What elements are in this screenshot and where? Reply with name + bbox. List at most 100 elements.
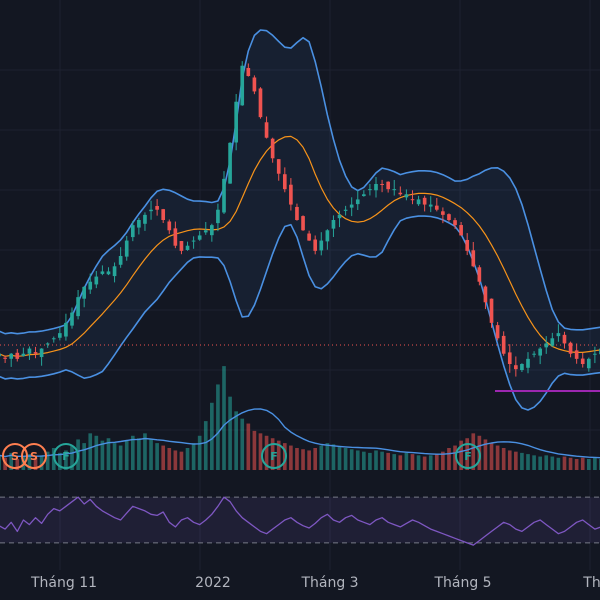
volume-bar[interactable]	[191, 443, 196, 470]
volume-bar[interactable]	[173, 450, 178, 470]
volume-bar[interactable]	[489, 443, 494, 470]
volume-bar[interactable]	[313, 448, 318, 470]
volume-bar[interactable]	[556, 457, 561, 470]
volume-bar[interactable]	[88, 433, 93, 470]
candlestick[interactable]	[465, 233, 470, 256]
volume-bar[interactable]	[149, 439, 153, 470]
volume-bar[interactable]	[501, 448, 506, 470]
candlestick[interactable]	[331, 215, 336, 238]
candlestick[interactable]	[574, 343, 579, 364]
candlestick[interactable]	[185, 241, 190, 251]
volume-bar[interactable]	[118, 445, 123, 470]
candlestick[interactable]	[514, 356, 518, 377]
candlestick[interactable]	[264, 116, 269, 139]
event-marker-s[interactable]: S	[21, 443, 47, 469]
volume-bar[interactable]	[349, 449, 354, 470]
volume-bar[interactable]	[270, 438, 275, 470]
candlestick[interactable]	[94, 270, 99, 289]
volume-bar[interactable]	[143, 433, 147, 470]
candlestick[interactable]	[234, 94, 238, 151]
candlestick[interactable]	[276, 159, 281, 181]
volume-bar[interactable]	[27, 454, 32, 470]
candlestick[interactable]	[441, 207, 445, 224]
candlestick[interactable]	[240, 61, 245, 106]
candlestick[interactable]	[21, 347, 26, 357]
candlestick[interactable]	[76, 289, 80, 320]
volume-bar[interactable]	[301, 449, 305, 470]
candlestick[interactable]	[45, 342, 50, 348]
volume-bar[interactable]	[33, 457, 38, 470]
volume-bar[interactable]	[507, 450, 512, 470]
candlestick[interactable]	[9, 352, 14, 367]
candlestick[interactable]	[483, 285, 488, 310]
event-marker-f[interactable]: F	[53, 443, 79, 469]
volume-bar[interactable]	[276, 440, 281, 470]
volume-bar[interactable]	[325, 443, 330, 470]
candlestick[interactable]	[161, 208, 166, 223]
volume-bar[interactable]	[39, 455, 44, 470]
volume-bar[interactable]	[465, 438, 470, 470]
candlestick[interactable]	[562, 331, 567, 349]
candlestick[interactable]	[556, 324, 561, 342]
candlestick[interactable]	[568, 341, 573, 358]
candlestick[interactable]	[593, 346, 597, 364]
volume-bar[interactable]	[404, 452, 409, 470]
volume-bar[interactable]	[240, 418, 245, 470]
volume-bar[interactable]	[203, 421, 208, 470]
candlestick[interactable]	[501, 331, 506, 356]
candlestick[interactable]	[586, 357, 591, 372]
volume-panel[interactable]	[0, 366, 600, 470]
volume-bar[interactable]	[282, 443, 287, 470]
volume-bar[interactable]	[319, 445, 324, 470]
candlestick[interactable]	[343, 205, 348, 216]
candlestick[interactable]	[386, 181, 390, 193]
candlestick[interactable]	[532, 351, 536, 358]
volume-bar[interactable]	[155, 443, 159, 470]
candlestick[interactable]	[82, 286, 86, 308]
candlestick[interactable]	[222, 171, 226, 215]
volume-bar[interactable]	[538, 456, 542, 470]
volume-bar[interactable]	[295, 448, 299, 470]
volume-bar[interactable]	[574, 459, 579, 470]
volume-bar[interactable]	[434, 454, 439, 470]
volume-bar[interactable]	[234, 411, 238, 470]
candlestick[interactable]	[228, 142, 232, 184]
volume-bar[interactable]	[9, 452, 14, 470]
volume-bar[interactable]	[447, 448, 451, 470]
candlestick[interactable]	[447, 213, 451, 222]
volume-bar[interactable]	[532, 455, 536, 470]
volume-bar[interactable]	[258, 433, 263, 470]
volume-bar[interactable]	[246, 423, 251, 470]
candlestick[interactable]	[282, 167, 287, 193]
candlestick[interactable]	[355, 190, 360, 210]
candlestick[interactable]	[210, 223, 214, 242]
candlestick[interactable]	[88, 273, 93, 294]
volume-bar[interactable]	[252, 430, 257, 470]
candlestick[interactable]	[295, 203, 299, 221]
candlestick[interactable]	[246, 63, 251, 77]
volume-bar[interactable]	[228, 396, 232, 470]
candlestick[interactable]	[489, 298, 494, 328]
candlestick[interactable]	[428, 196, 433, 213]
candlestick[interactable]	[130, 220, 135, 242]
volume-bar[interactable]	[355, 450, 360, 470]
candlestick[interactable]	[58, 326, 62, 341]
volume-bar[interactable]	[580, 457, 585, 470]
volume-bar[interactable]	[483, 439, 488, 470]
candlestick[interactable]	[155, 199, 159, 216]
candlestick[interactable]	[526, 352, 530, 374]
candlestick[interactable]	[3, 355, 7, 363]
volume-bar[interactable]	[185, 448, 190, 470]
candlestick[interactable]	[15, 348, 20, 362]
volume-bar[interactable]	[94, 435, 99, 470]
candlestick[interactable]	[380, 179, 384, 193]
volume-bar[interactable]	[495, 445, 500, 470]
volume-bar[interactable]	[331, 444, 336, 470]
volume-bar[interactable]	[374, 450, 378, 470]
candlestick[interactable]	[51, 336, 56, 343]
candlestick[interactable]	[362, 190, 366, 197]
candlestick[interactable]	[398, 186, 403, 196]
candlestick[interactable]	[392, 179, 397, 196]
volume-bar[interactable]	[264, 435, 269, 470]
volume-bar[interactable]	[368, 452, 372, 470]
